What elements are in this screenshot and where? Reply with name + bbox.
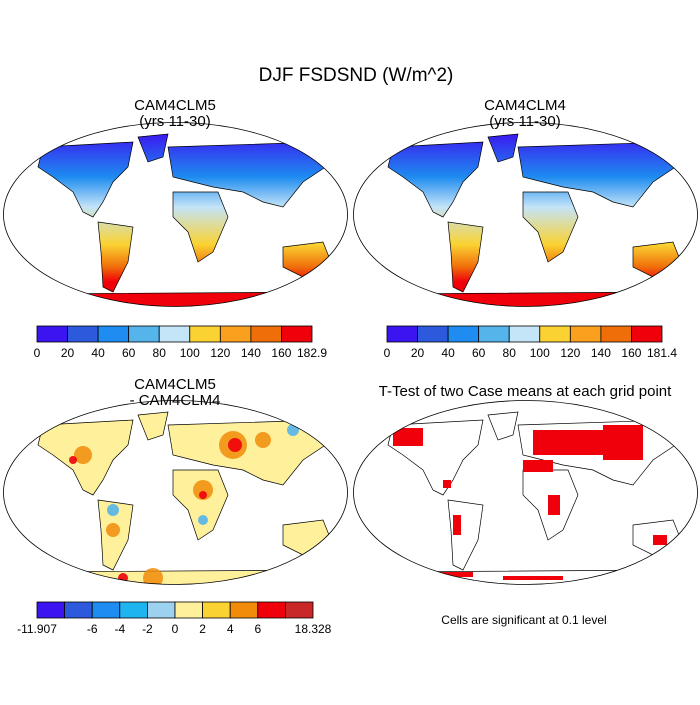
panel-subtitle: (yrs 11-30) [489, 113, 560, 130]
colorbar-label: -6 [87, 622, 98, 636]
colorbar-box [478, 325, 510, 343]
colorbar-box [284, 601, 314, 619]
colorbar-box [508, 325, 541, 343]
colorbar-box [67, 325, 99, 343]
colorbar-box [36, 325, 68, 343]
colorbar-label: 60 [122, 346, 136, 360]
colorbar-label: 0 [34, 346, 41, 360]
colorbar-label: 60 [472, 346, 486, 360]
colorbar-label: 6 [254, 622, 261, 636]
panel-title: CAM4CLM5 [134, 97, 216, 114]
colorbar-box [219, 325, 252, 343]
colorbar-label: 100 [180, 346, 200, 360]
colorbar-box [281, 325, 313, 343]
colorbar-label: 40 [441, 346, 455, 360]
colorbar-label: 0 [172, 622, 179, 636]
colorbar-label: 120 [210, 346, 230, 360]
colorbar-label: 181.4 [647, 346, 677, 360]
colorbar-box [158, 325, 191, 343]
colorbar-label: 160 [621, 346, 641, 360]
colorbar-label: 160 [271, 346, 291, 360]
colorbar-box [257, 601, 286, 619]
colorbar-box [97, 325, 130, 343]
colorbar-label: 80 [503, 346, 517, 360]
colorbar-label: 120 [560, 346, 580, 360]
note: Cells are significant at 0.1 level [441, 613, 606, 627]
colorbar-box [91, 601, 121, 619]
colorbar-label: 140 [591, 346, 611, 360]
colorbar-box [569, 325, 602, 343]
colorbar-box [64, 601, 93, 619]
colorbar-label: 100 [530, 346, 550, 360]
colorbar-label: 80 [153, 346, 167, 360]
colorbar-label: 182.9 [297, 346, 327, 360]
colorbar-box [189, 325, 221, 343]
colorbar-box [447, 325, 480, 343]
colorbar-box [146, 601, 176, 619]
colorbar-box [174, 601, 204, 619]
colorbar-box [386, 325, 418, 343]
colorbar-label: 40 [91, 346, 105, 360]
panel-title: CAM4CLM4 [484, 97, 566, 114]
map [353, 122, 698, 307]
colorbar-box [229, 601, 259, 619]
colorbar-label: 20 [411, 346, 425, 360]
colorbar-label: 0 [384, 346, 391, 360]
colorbar-label: -4 [114, 622, 125, 636]
map [353, 400, 698, 585]
colorbar-box [119, 601, 148, 619]
colorbar-label: 4 [227, 622, 234, 636]
colorbar-box [539, 325, 571, 343]
colorbar-box [631, 325, 663, 343]
colorbar-box [128, 325, 160, 343]
colorbar-label: -2 [142, 622, 153, 636]
colorbar-label: 2 [199, 622, 206, 636]
colorbar-label: 18.328 [295, 622, 332, 636]
panel-title: CAM4CLM5 [134, 376, 216, 393]
colorbar-box [36, 601, 66, 619]
panel-subtitle: (yrs 11-30) [139, 113, 210, 130]
panel-title: T-Test of two Case means at each grid po… [379, 383, 672, 400]
colorbar-label: 20 [61, 346, 75, 360]
colorbar-box [202, 601, 231, 619]
colorbar-box [600, 325, 632, 343]
figure-title: DJF FSDSND (W/m^2) [259, 65, 454, 86]
colorbar-box [417, 325, 449, 343]
colorbar-box [250, 325, 282, 343]
colorbar-label: 140 [241, 346, 261, 360]
map [3, 400, 348, 585]
map [3, 122, 348, 307]
colorbar-label: -11.907 [17, 622, 57, 636]
